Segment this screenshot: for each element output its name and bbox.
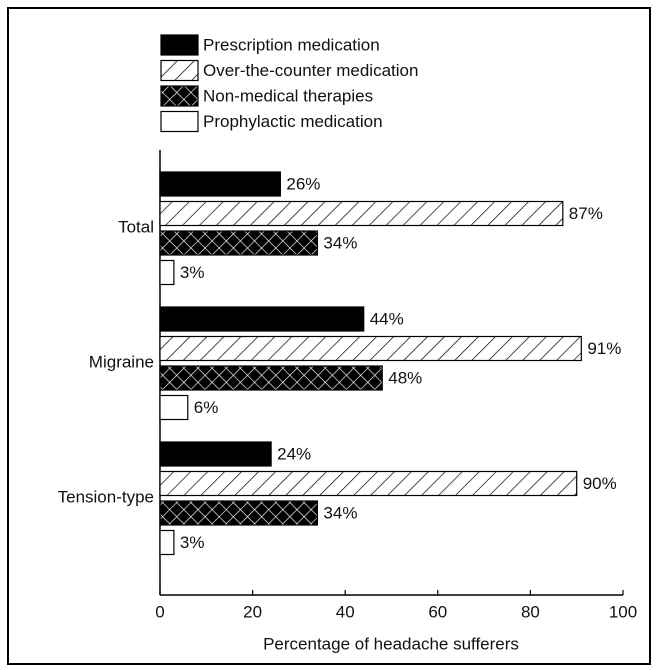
- legend-label: Non-medical therapies: [203, 86, 373, 105]
- x-tick-label: 60: [428, 602, 447, 621]
- frame: [7, 7, 651, 665]
- y-tick-label: Migraine: [89, 353, 154, 372]
- bar: [159, 171, 281, 197]
- legend-label: Prophylactic medication: [203, 112, 383, 131]
- legend-swatch: [160, 85, 199, 107]
- bar: [159, 335, 582, 362]
- bar: [159, 365, 383, 391]
- legend-swatch: [160, 59, 199, 82]
- bar: [159, 259, 175, 286]
- value-label: 44%: [370, 309, 404, 328]
- bar: [159, 441, 272, 467]
- value-label: 6%: [194, 398, 219, 417]
- legend-label: Prescription medication: [203, 35, 380, 54]
- bar: [159, 529, 175, 556]
- x-axis-label: Percentage of headache sufferers: [263, 634, 519, 653]
- legend-swatch: [160, 34, 199, 56]
- x-tick-label: 80: [521, 602, 540, 621]
- x-tick-label: 20: [243, 602, 262, 621]
- value-label: 34%: [323, 503, 357, 522]
- value-label: 34%: [323, 233, 357, 252]
- bar: [159, 200, 564, 227]
- value-label: 87%: [569, 204, 603, 223]
- value-label: 26%: [286, 174, 320, 193]
- x-tick-label: 40: [336, 602, 355, 621]
- value-label: 90%: [583, 474, 617, 493]
- value-label: 24%: [277, 444, 311, 463]
- legend-label: Over-the-counter medication: [203, 61, 418, 80]
- value-label: 91%: [587, 339, 621, 358]
- x-tick-label: 0: [155, 602, 164, 621]
- bar: [159, 306, 365, 332]
- bar: [159, 470, 578, 497]
- value-label: 48%: [388, 368, 422, 387]
- x-tick-label: 100: [609, 602, 637, 621]
- y-tick-label: Total: [118, 218, 154, 237]
- bar: [159, 230, 319, 256]
- value-label: 3%: [180, 533, 205, 552]
- bar: [159, 500, 319, 526]
- y-tick-label: Tension-type: [58, 488, 154, 507]
- legend-swatch: [160, 110, 199, 133]
- value-label: 3%: [180, 263, 205, 282]
- bar: [159, 394, 189, 421]
